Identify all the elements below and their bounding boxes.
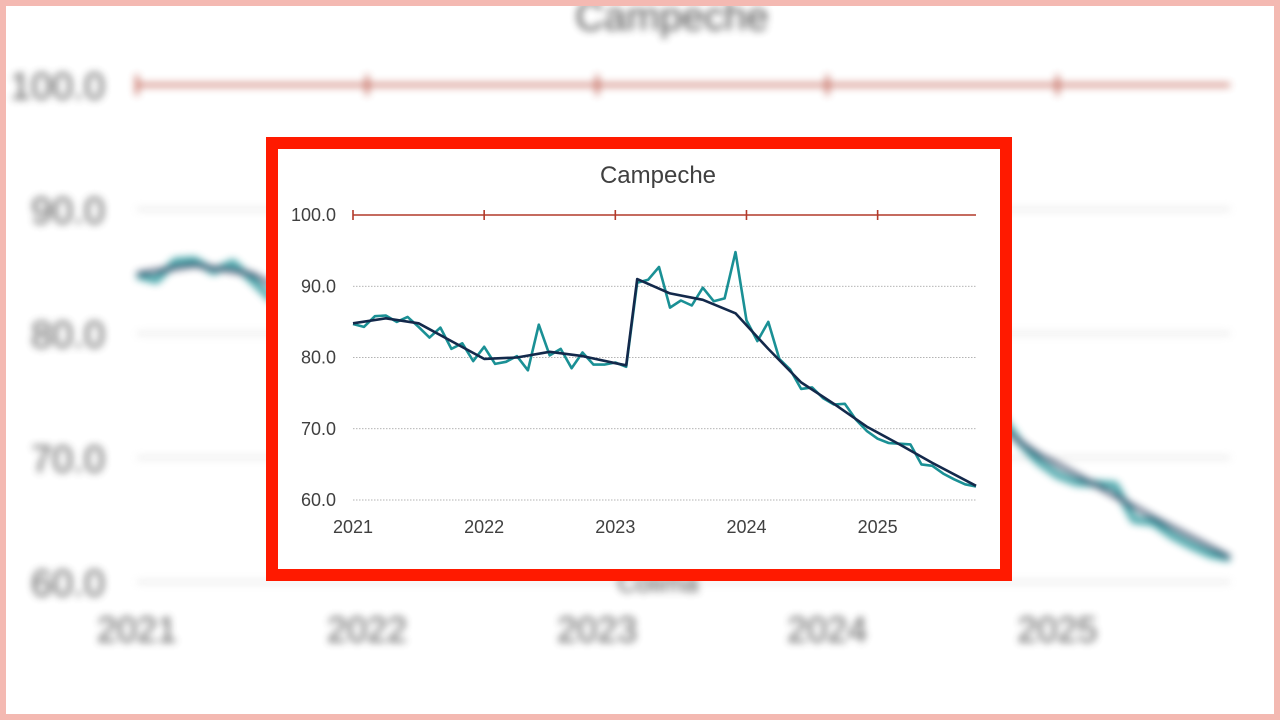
background-y-tick-label: 100.0	[10, 66, 105, 108]
y-tick-label: 70.0	[301, 419, 336, 439]
background-x-tick-label: 2021	[97, 609, 177, 650]
series-line-trend	[352, 277, 977, 487]
series-line-actual	[352, 250, 977, 488]
background-y-tick-label: 80.0	[31, 315, 105, 357]
line-chart: Campeche 100.090.080.070.060.0 2021 2022 2…	[291, 162, 977, 537]
x-axis-ticks: 2021 2022 2023 2024 2025	[333, 517, 898, 537]
y-tick-label: 90.0	[301, 276, 336, 296]
x-tick-label: 2024	[726, 517, 766, 537]
background-y-tick-label: 70.0	[31, 439, 105, 481]
background-x-tick-label: 2025	[1017, 609, 1097, 650]
y-tick-label: 100.0	[291, 205, 336, 225]
chart-title: Campeche	[600, 162, 716, 189]
x-tick-label: 2022	[464, 517, 504, 537]
background-y-tick-label: 60.0	[31, 563, 105, 605]
background-title: Campeche	[575, 0, 768, 39]
y-axis-ticks: 100.0 90.0 80.0 70.0 60.0	[291, 205, 336, 510]
background-x-tick-label: 2022	[327, 609, 407, 650]
background-x-tick-label: 2024	[787, 609, 867, 650]
top-axis	[352, 210, 976, 220]
x-tick-label: 2025	[858, 517, 898, 537]
background-x-ticks: 2021 2022 2023 2024 2025	[97, 75, 1097, 650]
y-tick-label: 80.0	[301, 348, 336, 368]
chart-gridlines	[353, 285, 976, 501]
background-y-tick-label: 90.0	[31, 190, 105, 232]
x-tick-label: 2023	[595, 517, 635, 537]
y-tick-label: 60.0	[301, 490, 336, 510]
chart-frame: Campeche 100.0 90.0 80.0 70.0 60.0 2021 2022 2…	[266, 137, 1012, 581]
background-x-tick-label: 2023	[557, 609, 637, 650]
x-tick-label: 2021	[333, 517, 373, 537]
background-y-ticks: 100.0 90.0 80.0 70.0 60.0	[10, 66, 105, 605]
chart-series	[352, 250, 977, 488]
